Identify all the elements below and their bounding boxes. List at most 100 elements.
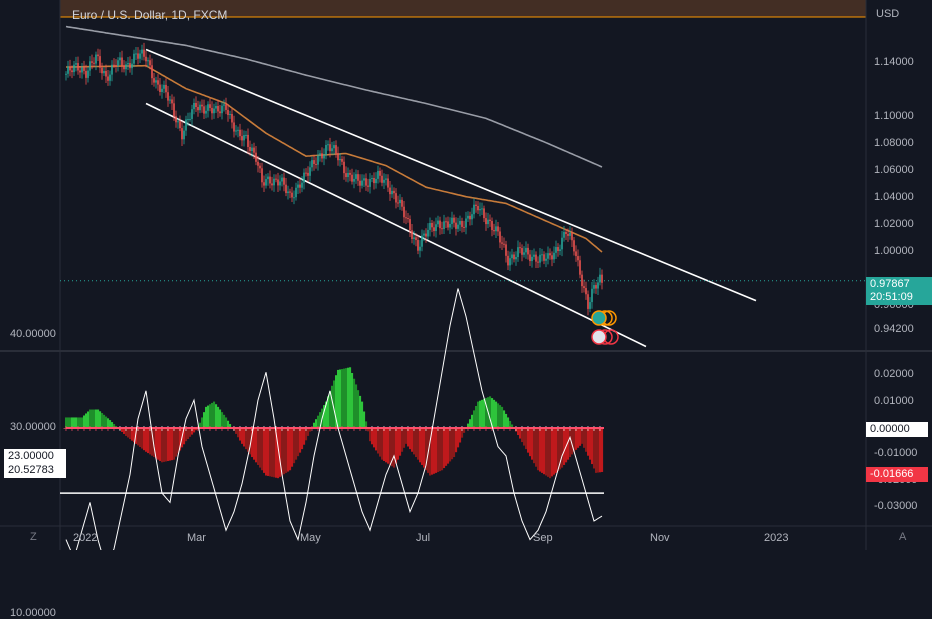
oscillator-bar xyxy=(511,424,514,428)
candle-body xyxy=(279,181,281,186)
candle-body xyxy=(259,165,261,169)
oscillator-bar xyxy=(365,421,368,428)
oscillator-bar xyxy=(283,428,286,475)
candle-body xyxy=(529,254,531,262)
oscillator-bar xyxy=(485,398,488,428)
candle-body xyxy=(255,152,257,162)
candle-body xyxy=(413,237,415,240)
candle-body xyxy=(519,247,521,249)
oscillator-bar xyxy=(537,428,540,471)
oscillator-bar xyxy=(293,428,296,464)
candle-body xyxy=(315,163,317,165)
candle-body xyxy=(515,257,517,260)
oscillator-bar xyxy=(375,428,378,451)
oscillator-bar xyxy=(463,428,466,433)
oscillator-bar xyxy=(467,423,470,428)
candle-body xyxy=(537,261,539,263)
oscillator-bar xyxy=(515,428,518,432)
candle-body xyxy=(421,235,423,247)
candle-body xyxy=(575,251,577,257)
candle-body xyxy=(271,183,273,186)
candle-body xyxy=(449,223,451,228)
candle-body xyxy=(333,145,335,149)
oscillator-bar xyxy=(481,399,484,428)
candle-body xyxy=(577,256,579,261)
oscillator-bar xyxy=(509,420,512,428)
candle-body xyxy=(395,193,397,203)
candle-body xyxy=(565,231,567,234)
oscillator-bar xyxy=(555,428,558,473)
candle-body xyxy=(245,134,247,136)
oscillator-bar xyxy=(459,428,462,443)
auto-scale-button[interactable]: A xyxy=(899,531,907,543)
zoom-toggle-icon[interactable]: Z xyxy=(30,531,37,543)
oscillator-bar xyxy=(415,428,418,458)
candle-body xyxy=(253,147,255,153)
price-tick-label: 1.04000 xyxy=(874,191,914,203)
osc-left-tick-label: 10.00000 xyxy=(10,607,56,619)
candle-body xyxy=(155,80,157,83)
oscillator-bar xyxy=(75,417,78,428)
indicator-zero-tag: 0.00000 xyxy=(866,422,928,437)
long-moving-average-line xyxy=(65,25,603,168)
candle-body xyxy=(467,215,469,219)
candle-body xyxy=(533,254,535,257)
indicator-last-tag: -0.01666 xyxy=(866,467,928,482)
candle-body xyxy=(349,172,351,175)
oscillator-bar xyxy=(97,409,100,428)
candle-body xyxy=(593,285,595,289)
candle-body xyxy=(495,226,497,232)
candle-body xyxy=(429,222,431,230)
oscillator-bar xyxy=(219,409,222,428)
candle-body xyxy=(589,302,591,309)
oscillator-bar xyxy=(559,428,562,470)
oscillator-bar xyxy=(147,428,150,454)
candle-body xyxy=(491,221,493,231)
candle-body xyxy=(199,104,201,111)
currency-label: USD xyxy=(876,8,900,20)
candle-body xyxy=(327,144,329,146)
oscillator-bar xyxy=(399,428,402,456)
oscillator-bar xyxy=(313,422,316,428)
candle-body xyxy=(229,113,231,115)
oscillator-bar xyxy=(469,419,472,428)
candle-body xyxy=(417,240,419,251)
candle-body xyxy=(183,130,185,140)
time-tick-label: 2022 xyxy=(73,532,98,544)
oscillator-bar xyxy=(593,428,596,469)
oscillator-bar xyxy=(183,428,186,445)
candle-body xyxy=(525,247,527,253)
oscillator-bar xyxy=(383,428,386,461)
candle-body xyxy=(547,253,549,259)
oscillator-bar xyxy=(153,428,156,458)
oscillator-bar xyxy=(337,369,340,428)
candle-body xyxy=(323,155,325,159)
oscillator-bar xyxy=(405,428,408,444)
oscillator-bar xyxy=(579,428,582,446)
oscillator-bar xyxy=(65,417,68,428)
candle-body xyxy=(365,178,367,186)
candle-body xyxy=(357,174,359,181)
oscillator-bar xyxy=(159,428,162,461)
candle-body xyxy=(129,63,131,69)
oscillator-bar xyxy=(123,428,126,434)
candle-body xyxy=(343,161,345,174)
oscillator-bar xyxy=(517,428,520,436)
candle-body xyxy=(175,116,177,123)
candle-body xyxy=(517,247,519,258)
candle-body xyxy=(195,102,197,108)
oscillator-bar xyxy=(285,428,288,473)
candle-body xyxy=(249,146,251,152)
candle-body xyxy=(535,254,537,262)
osc-tick-label: -0.03000 xyxy=(874,500,918,513)
candle-body xyxy=(109,74,111,81)
osc-tick-label: 0.02000 xyxy=(874,368,914,381)
candle-body xyxy=(389,187,391,195)
oscillator-bar xyxy=(533,428,536,464)
candle-body xyxy=(347,172,349,178)
chart-canvas[interactable]: ++++++++++++++++++++++++++++++++++++++++… xyxy=(0,0,932,550)
oscillator-bar xyxy=(507,417,510,428)
candle-body xyxy=(159,84,161,92)
candle-body xyxy=(103,70,105,74)
candle-body xyxy=(143,49,145,57)
